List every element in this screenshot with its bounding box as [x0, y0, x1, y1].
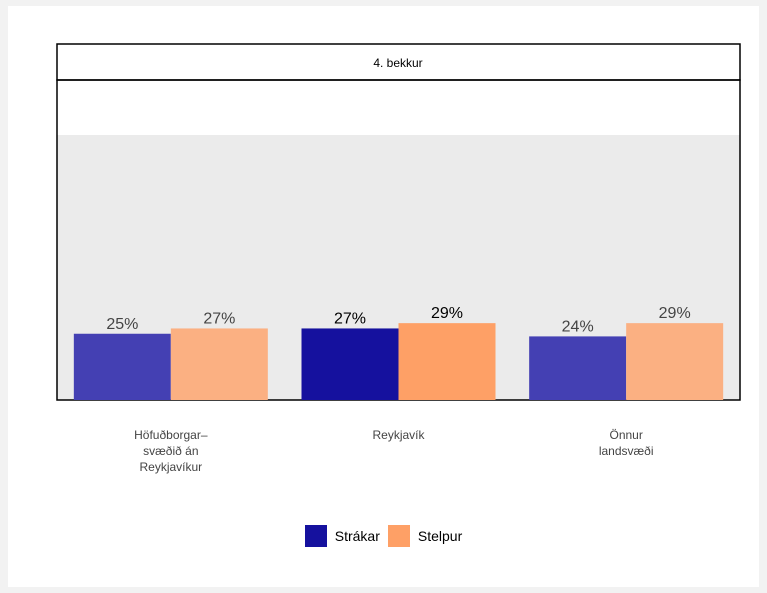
x-tick-label-3: Önnur landsvæði — [599, 428, 654, 458]
panel-strip — [56, 43, 741, 81]
bar-girls-3 — [626, 323, 724, 400]
data-label-girls-3: 29% — [659, 305, 691, 322]
bar-girls-2 — [398, 323, 496, 400]
bar-girls-1 — [170, 328, 268, 400]
legend-label-boys: Strákar — [334, 528, 380, 544]
legend-swatch-boys — [304, 525, 327, 547]
legend-swatch-girls — [387, 525, 410, 547]
bar-boys-2 — [301, 328, 399, 400]
bar-chart: 4. bekkur 25% 27% 27% 29% 24% 29% Höfuðborgar… — [56, 43, 741, 474]
data-label-girls-1: 27% — [203, 310, 235, 327]
legend-item-boys: Strákar — [304, 525, 380, 547]
data-label-boys-1: 25% — [106, 316, 138, 333]
data-label-boys-3: 24% — [562, 318, 594, 335]
x-tick-label-2: Reykjavík — [372, 428, 425, 442]
panel-title: 4. bekkur — [373, 56, 422, 70]
x-axis-labels: Höfuðborgar– svæðið án Reykjavíkur Reykjaví… — [134, 428, 653, 474]
data-label-boys-2: 27% — [334, 310, 366, 327]
x-tick-label-1: Höfuðborgar– svæðið án Reykjavíkur — [134, 428, 208, 474]
data-label-girls-2: 29% — [431, 305, 463, 322]
bars-layer: 25% 27% 27% 29% 24% 29% — [73, 305, 724, 400]
bar-boys-3 — [529, 336, 627, 400]
chart-page: 4. bekkur 25% 27% 27% 29% 24% 29% Höfuðborgar… — [8, 6, 759, 587]
legend-label-girls: Stelpur — [417, 528, 463, 544]
legend: Strákar Stelpur — [8, 525, 759, 547]
legend-item-girls: Stelpur — [387, 525, 463, 547]
bar-boys-1 — [73, 333, 171, 400]
